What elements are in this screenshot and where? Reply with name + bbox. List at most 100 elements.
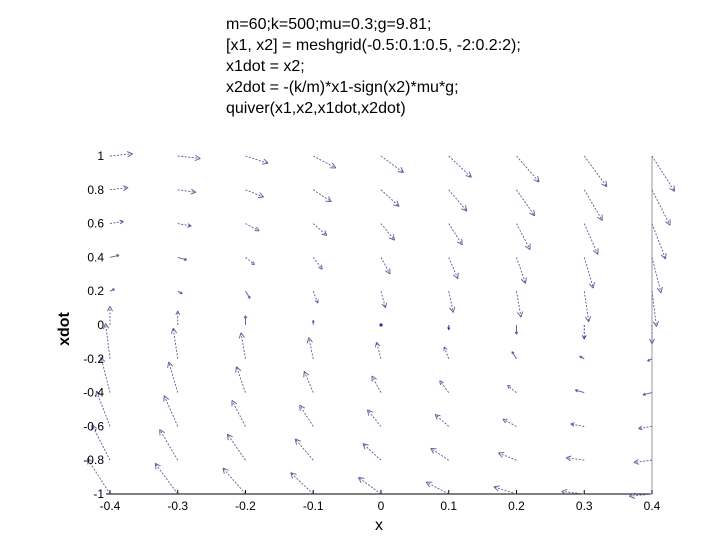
quiver-arrow bbox=[109, 151, 133, 158]
quiver-arrow bbox=[570, 422, 585, 427]
y-tick-label: -0.8 bbox=[83, 453, 104, 467]
quiver-arrow bbox=[493, 485, 517, 495]
quiver-arrow bbox=[235, 366, 246, 393]
quiver-arrow bbox=[107, 305, 113, 325]
quiver-arrow bbox=[177, 154, 201, 162]
code-line: [x1, x2] = meshgrid(-0.5:0.1:0.5, -2:0.2… bbox=[226, 37, 521, 54]
quiver-arrow bbox=[380, 223, 396, 241]
quiver-arrow bbox=[507, 384, 517, 393]
quiver-arrow bbox=[379, 323, 383, 327]
quiver-arrow bbox=[448, 223, 463, 246]
x-tick-label: -0.4 bbox=[100, 499, 121, 513]
quiver-arrow bbox=[649, 325, 655, 345]
quiver-arrow bbox=[647, 358, 653, 362]
quiver-arrow bbox=[380, 189, 400, 207]
quiver-arrow bbox=[175, 310, 181, 325]
quiver-arrow bbox=[154, 462, 179, 495]
quiver-arrow bbox=[167, 361, 179, 393]
x-tick-label: 0.3 bbox=[576, 499, 593, 513]
quiver-arrow bbox=[633, 458, 653, 465]
quiver-arrow bbox=[380, 257, 391, 275]
quiver-arrow bbox=[313, 155, 337, 169]
tick-labels: -0.4 -0.3 -0.2 -0.1 0 0.1 0.2 0.3 0.4 1 0.8 0.6 0.4 0… bbox=[83, 149, 660, 513]
quiver-arrow bbox=[312, 223, 328, 236]
quiver-arrow bbox=[306, 337, 314, 359]
quiver-arrow bbox=[163, 395, 179, 427]
axes bbox=[106, 156, 653, 495]
quiver-arrow bbox=[583, 257, 595, 289]
quiver-arrow bbox=[448, 189, 468, 212]
quiver-arrow bbox=[629, 492, 653, 499]
quiver-arrow bbox=[581, 325, 587, 340]
x-tick-label: 0.2 bbox=[508, 499, 525, 513]
quiver-arrow bbox=[290, 472, 314, 495]
quiver-arrow bbox=[312, 257, 323, 270]
quiver-arrow bbox=[651, 155, 676, 192]
quiver-arrow bbox=[312, 291, 319, 304]
quiver-arrow bbox=[498, 452, 517, 461]
quiver-arrow bbox=[226, 433, 246, 461]
quiver-arrow bbox=[294, 438, 314, 461]
y-tick-label: -0.4 bbox=[83, 386, 104, 400]
y-tick-label: -0.2 bbox=[83, 352, 104, 366]
quiver-arrow bbox=[516, 155, 540, 183]
y-axis-label: xdot bbox=[56, 311, 73, 345]
quiver-arrow bbox=[99, 356, 111, 393]
x-tick-label: 0.1 bbox=[440, 499, 457, 513]
quiver-arrow bbox=[511, 351, 517, 360]
x-tick-label: -0.2 bbox=[235, 499, 256, 513]
y-tick-label: 0 bbox=[97, 318, 104, 332]
quiver-arrow bbox=[439, 380, 450, 393]
quiver-arrow bbox=[574, 389, 585, 394]
quiver-arrow bbox=[380, 155, 405, 174]
quiver-arrows bbox=[86, 151, 676, 499]
x-tick-label: 0 bbox=[378, 499, 385, 513]
quiver-arrow bbox=[502, 418, 517, 427]
quiver-arrow bbox=[651, 257, 663, 294]
y-tick-label: 0.8 bbox=[87, 183, 104, 197]
quiver-arrow bbox=[313, 189, 332, 203]
quiver-arrow bbox=[159, 429, 179, 461]
quiver-arrow bbox=[95, 390, 111, 427]
quiver-arrow bbox=[579, 355, 585, 360]
y-tick-label: 0.2 bbox=[87, 284, 104, 298]
quiver-arrow bbox=[245, 189, 264, 198]
quiver-arrow bbox=[514, 325, 519, 335]
quiver-arrow bbox=[583, 189, 603, 221]
quiver-arrow bbox=[516, 291, 524, 318]
quiver-arrow bbox=[448, 257, 459, 280]
quiver-arrow bbox=[303, 370, 314, 393]
code-line: quiver(x1,x2,x1dot,x2dot) bbox=[226, 100, 406, 117]
quiver-arrow bbox=[447, 325, 451, 330]
quiver-arrow bbox=[583, 155, 608, 188]
quiver-arrow bbox=[583, 223, 599, 255]
quiver-arrow bbox=[170, 327, 179, 359]
quiver-arrow bbox=[245, 223, 260, 232]
quiver-arrow bbox=[109, 254, 120, 258]
quiver-arrow bbox=[311, 320, 315, 325]
y-tick-label: 0.4 bbox=[87, 250, 104, 264]
code-line: x1dot = x2; bbox=[226, 58, 305, 75]
quiver-arrow bbox=[109, 219, 124, 225]
quiver-arrow bbox=[109, 185, 129, 192]
quiver-arrow bbox=[245, 257, 255, 266]
quiver-arrow bbox=[91, 424, 111, 461]
quiver-arrow bbox=[516, 257, 527, 284]
quiver-arrow bbox=[516, 223, 531, 250]
code-line: x2dot = -(k/m)*x1-sign(x2)*mu*g; bbox=[226, 79, 459, 96]
code-block: m=60;k=500;mu=0.3;g=9.81; [x1, x2] = mes… bbox=[226, 14, 521, 119]
code-line: m=60;k=500;mu=0.3;g=9.81; bbox=[226, 16, 432, 33]
quiver-arrow bbox=[374, 341, 382, 359]
y-tick-label: -0.6 bbox=[83, 419, 104, 433]
quiver-arrow bbox=[371, 375, 382, 393]
quiver-arrow bbox=[642, 392, 653, 396]
quiver-arrow bbox=[109, 288, 115, 292]
quiver-arrow bbox=[357, 476, 382, 495]
x-tick-label: -0.3 bbox=[167, 499, 188, 513]
quiver-arrow bbox=[177, 290, 183, 295]
quiver-arrow bbox=[561, 488, 585, 496]
quiver-arrow bbox=[430, 447, 449, 461]
quiver-arrow bbox=[299, 404, 314, 427]
